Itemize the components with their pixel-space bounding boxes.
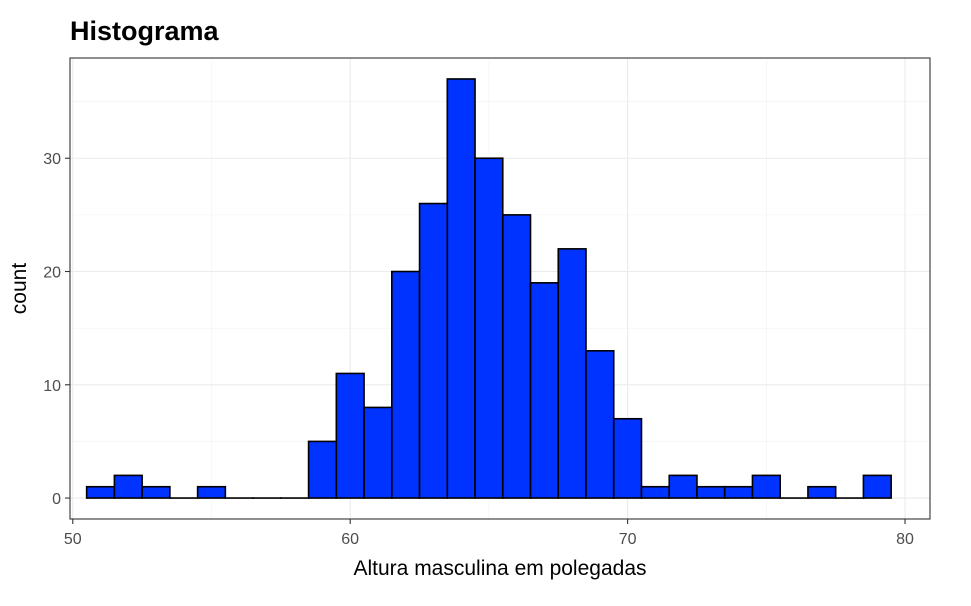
histogram-bar (585, 349, 615, 499)
x-tick-label: 60 (341, 531, 359, 548)
panel-border (69, 57, 931, 520)
histogram-bar (612, 417, 643, 499)
histogram-bar (723, 485, 754, 499)
y-tick-label: 0 (52, 491, 61, 508)
histogram-bar (391, 270, 421, 499)
histogram-bar (113, 474, 143, 499)
chart-title: Histograma (70, 16, 220, 46)
histogram-bar (696, 485, 726, 499)
y-tick-label: 30 (43, 151, 61, 168)
histogram-bar (807, 485, 837, 499)
x-tick-label: 70 (619, 531, 637, 548)
histogram-bar (446, 78, 476, 499)
histogram-bar (501, 214, 532, 499)
histogram-bar (196, 485, 227, 499)
ticks-layer: 50 60 70 80 0 10 20 30 (43, 151, 914, 548)
histogram-bar (862, 474, 892, 499)
bars-layer (85, 78, 892, 499)
histogram-bar (529, 282, 560, 499)
histogram-bar (751, 474, 781, 499)
histogram-bar (418, 202, 449, 499)
histogram-bar (363, 406, 393, 499)
y-tick-label: 10 (43, 378, 61, 395)
x-axis-label: Altura masculina em polegadas (354, 557, 647, 580)
y-tick-label: 20 (43, 265, 61, 282)
histogram-bar (668, 474, 698, 499)
histogram-bar (640, 485, 671, 499)
y-axis-label: count (8, 263, 31, 315)
histogram-bar (335, 372, 365, 499)
histogram-bar (85, 485, 116, 499)
x-tick-label: 80 (896, 531, 914, 548)
histogram-bar (474, 157, 504, 499)
histogram-bar (141, 485, 171, 499)
histogram-bar (307, 440, 338, 499)
x-tick-label: 50 (64, 531, 82, 548)
histogram-bar (557, 248, 587, 499)
